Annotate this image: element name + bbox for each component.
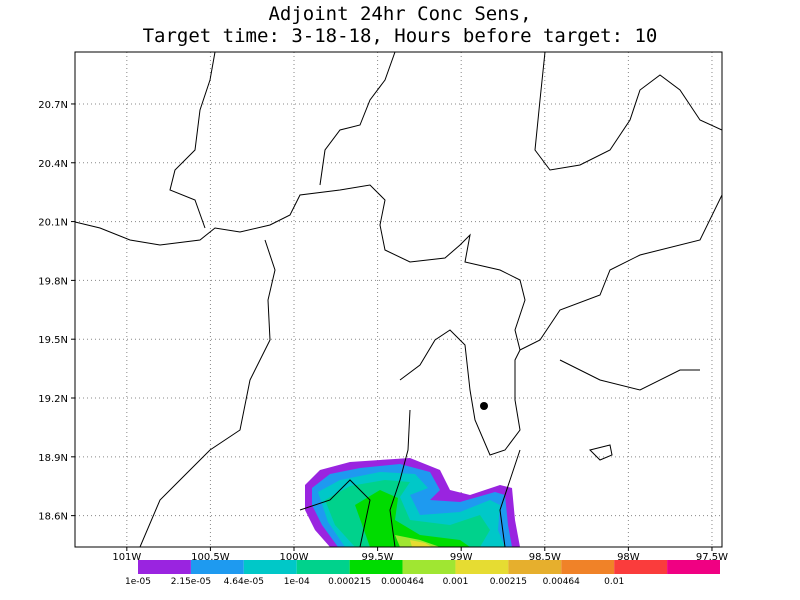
colorbar-label: 2.15e-05 [171, 577, 211, 587]
colorbar-label: 0.01 [604, 577, 624, 587]
colorbar-label: 4.64e-05 [224, 577, 264, 587]
colorbar-label: 0.00464 [543, 577, 580, 587]
title-line: Target time: 3-18-18, Hours before targe… [143, 25, 658, 47]
x-tick-label: 100W [280, 552, 309, 563]
borders [75, 52, 722, 547]
x-tick-label: 97.5W [696, 552, 728, 563]
colorbar-label: 0.000464 [381, 577, 424, 587]
y-tick-label: 18.6N [38, 512, 68, 523]
colorbar-swatch [190, 560, 244, 574]
y-tick-label: 19.2N [38, 394, 68, 405]
colorbar-label: 1e-05 [125, 577, 151, 587]
colorbar-swatch [561, 560, 615, 574]
colorbar-label: 0.001 [443, 577, 469, 587]
x-tick-label: 99.5W [362, 552, 394, 563]
colorbar-swatch [402, 560, 456, 574]
x-tick-label: 101W [112, 552, 141, 563]
colorbar-swatch [243, 560, 297, 574]
plot-frame [74, 51, 723, 548]
colorbar: 1e-05 2.15e-05 4.64e-05 1e-04 0.000215 0.0004… [125, 560, 720, 587]
x-tick-label: 98.5W [529, 552, 561, 563]
colorbar-label: 0.000215 [328, 577, 371, 587]
y-tick-label: 20.1N [38, 218, 68, 229]
x-tick-label: 98W [617, 552, 640, 563]
y-tick-label: 20.4N [38, 159, 68, 170]
y-tick-label: 20.7N [38, 100, 68, 111]
y-tick-label: 18.9N [38, 453, 68, 464]
colorbar-swatch [614, 560, 668, 574]
x-tick-label: 99W [450, 552, 473, 563]
sensitivity-field [305, 458, 520, 547]
colorbar-label: 0.00215 [490, 577, 527, 587]
colorbar-label: 1e-04 [284, 577, 310, 587]
y-tick-label: 19.5N [38, 335, 68, 346]
colorbar-swatch [296, 560, 350, 574]
title-line: Adjoint 24hr Conc Sens, [268, 3, 531, 25]
colorbar-swatch [349, 560, 403, 574]
x-tick-label: 100.5W [191, 552, 230, 563]
colorbar-swatch [138, 560, 191, 574]
colorbar-swatch [455, 560, 509, 574]
colorbar-swatch [508, 560, 562, 574]
target-marker [480, 402, 488, 410]
y-tick-label: 19.8N [38, 276, 68, 287]
colorbar-swatch [667, 560, 720, 574]
